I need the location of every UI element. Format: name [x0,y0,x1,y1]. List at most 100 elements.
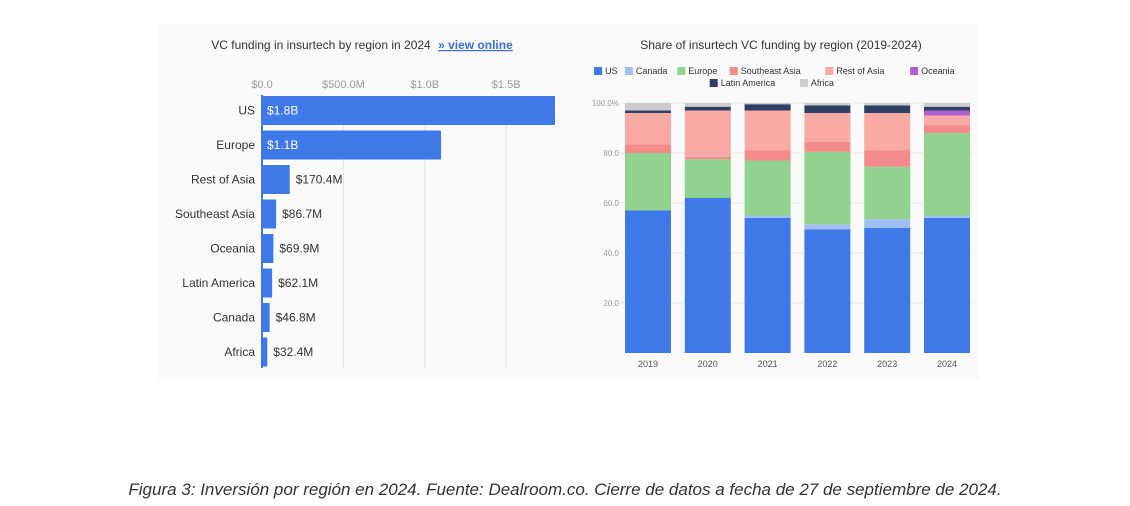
stacked-segment [625,110,671,113]
legend-label: Latin America [721,78,776,88]
stacked-segment [684,159,731,198]
stacked-segment [744,103,791,105]
legend-swatch [624,67,633,75]
left-value-label: $1.1B [267,138,298,152]
left-x-tick-label: $500.0M [322,79,365,91]
stacked-segment [864,166,911,220]
stacked-segment [804,113,851,142]
left-category-label: Latin America [182,276,255,290]
stacked-segment [924,125,970,133]
left-x-tick-label: $1.0B [410,79,439,91]
stacked-segment [804,103,851,106]
stacked-segment [744,150,791,161]
left-category-label: Europe [216,138,255,152]
right-x-tick-label: 2022 [817,359,837,369]
stacked-segment [625,210,671,353]
right-x-tick-label: 2023 [877,359,897,369]
left-bar [262,130,442,160]
legend-swatch [594,67,603,75]
legend-label: US [605,66,618,76]
right-y-tick-label: 20.0 [603,299,619,308]
legend-label: Southeast Asia [741,66,801,76]
left-bar [262,165,290,194]
legend-label: Africa [811,78,834,88]
left-category-label: Africa [224,345,255,359]
stacked-segment [924,110,970,116]
right-y-tick-label: 100.0% [592,99,619,108]
left-category-label: Southeast Asia [175,207,255,221]
stacked-segment [744,110,791,151]
right-x-tick-label: 2021 [758,359,778,369]
stacked-segment [684,106,731,111]
stacked-segment [804,224,851,230]
legend-swatch [729,67,738,75]
left-bar [262,96,555,125]
right-y-tick-label: 80.0 [603,149,619,158]
legend-swatch [910,67,919,75]
left-category-label: Oceania [210,242,255,256]
stacked-segment [684,156,731,160]
left-x-tick-label: $1.5B [492,79,521,91]
stacked-segment [744,215,791,218]
right-x-tick-label: 2019 [638,359,658,369]
stacked-segment [804,141,851,152]
stacked-segment [864,105,911,113]
legend-swatch [709,79,718,87]
left-category-label: Canada [213,311,255,325]
left-value-label: $62.1M [278,276,318,290]
legend-swatch [799,79,808,87]
stacked-segment [864,103,911,106]
stacked-segment [804,151,851,225]
stacked-segment [625,144,671,153]
stacked-segment [744,218,791,353]
legend-swatch [677,67,686,75]
left-category-label: US [238,104,255,118]
stacked-segment [684,110,731,157]
left-bar [262,234,274,263]
stacked-segment [804,229,851,353]
left-bar [262,199,277,229]
stacked-segment [924,215,970,218]
left-value-label: $86.7M [282,207,322,221]
left-chart-title: VC funding in insurtech by region in 202… [211,38,513,52]
stacked-segment [864,219,911,228]
right-x-tick-label: 2020 [698,359,718,369]
stacked-segment [625,103,671,111]
stacked-segment [625,113,671,145]
stacked-segment [744,160,791,216]
charts-svg: VC funding in insurtech by region in 202… [175,38,972,369]
view-online-link[interactable]: » view online [438,38,513,52]
figure-caption: Figura 3: Inversión por región en 2024. … [128,480,1002,499]
left-bar [262,303,270,332]
stacked-segment [864,150,911,167]
stacked-segment [864,228,911,353]
left-value-label: $170.4M [296,173,343,187]
stacked-segment [625,153,671,211]
left-x-tick-label: $0.0 [251,79,272,91]
stacked-segment [684,103,731,107]
left-bar [262,337,268,367]
legend-label: Rest of Asia [836,66,884,76]
stacked-segment [924,106,970,111]
stacked-segment [744,104,791,111]
left-value-label: $69.9M [279,242,319,256]
right-chart-title: Share of insurtech VC funding by region … [640,38,922,52]
left-category-label: Rest of Asia [191,173,255,187]
stacked-segment [684,198,731,353]
stacked-segment [924,115,970,126]
legend-label: Canada [636,66,668,76]
legend-label: Europe [688,66,717,76]
right-x-tick-label: 2024 [937,359,957,369]
stacked-segment [924,133,970,216]
left-value-label: $46.8M [276,311,316,325]
left-value-label: $1.8B [267,104,298,118]
stacked-segment [924,103,970,107]
stacked-segment [804,105,851,113]
right-y-tick-label: 60.0 [603,199,619,208]
legend-swatch [825,67,834,75]
left-bar [262,268,273,298]
legend-label: Oceania [921,66,955,76]
left-value-label: $32.4M [273,345,313,359]
stacked-segment [864,113,911,151]
right-y-tick-label: 40.0 [603,249,619,258]
